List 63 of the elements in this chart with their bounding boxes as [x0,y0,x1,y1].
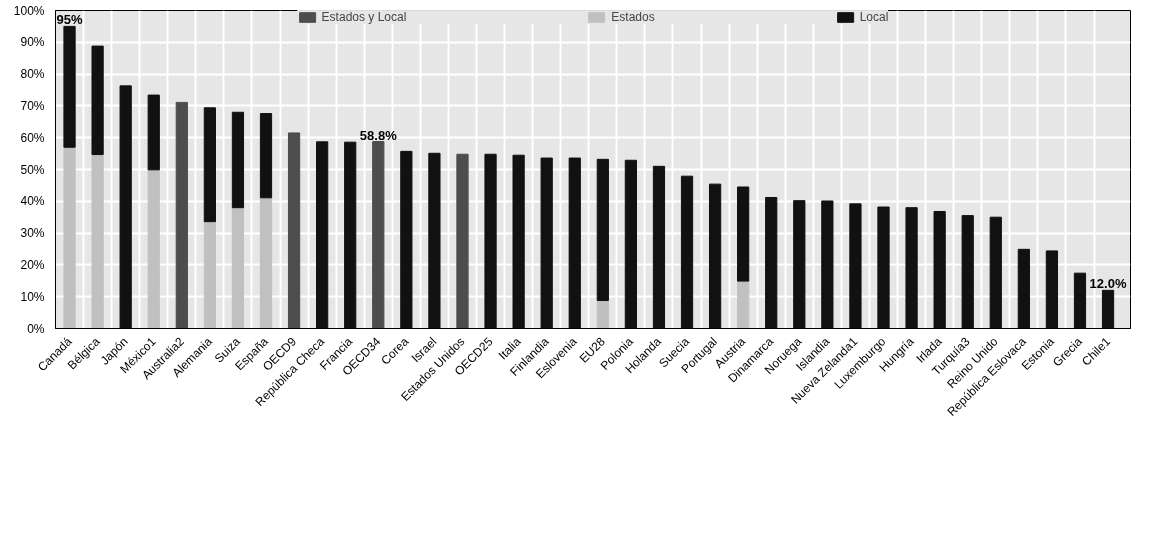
bar [1017,248,1030,329]
bar [765,196,778,329]
y-tick-label: 10% [20,289,45,304]
bar [428,152,441,329]
bar [147,169,160,329]
bar [624,159,638,329]
y-tick-label: 50% [20,162,45,177]
bar [821,200,834,329]
y-tick-label: 70% [20,98,45,113]
bar [63,146,76,329]
y-tick-label: 30% [20,226,45,241]
bar [203,221,216,329]
bar [259,197,273,329]
annotation: 58.8% [359,127,398,143]
bar [989,216,1002,329]
bar [203,107,216,223]
legend-label: Estados y Local [321,10,407,24]
bar [737,280,750,329]
bar [933,210,946,329]
bar [231,207,245,329]
bar [961,215,974,329]
bar [259,113,273,199]
y-tick-label: 40% [20,194,45,209]
bar [596,158,609,302]
bar [568,157,581,329]
bar [793,200,806,329]
bar [1101,289,1115,329]
bar [1073,272,1087,329]
y-tick-label: 90% [20,35,45,50]
bar [849,203,862,329]
bar [91,45,104,156]
bar [456,153,469,329]
y-tick-label: 0% [27,321,45,336]
y-tick-label: 80% [20,67,45,82]
bar [512,154,525,329]
bar [287,132,301,329]
bar [344,141,357,329]
bar [119,85,132,329]
y-tick-label: 60% [20,130,45,145]
bar [680,175,694,329]
bar [596,300,609,329]
bar [484,153,497,329]
y-tick-label: 20% [20,257,45,272]
bar [905,207,918,329]
bar [91,154,104,329]
annotation: 12.0% [1089,276,1127,292]
legend-label: Local [859,10,889,24]
bar [372,141,385,329]
bar [1045,250,1059,329]
y-tick-label: 100% [13,3,45,18]
bar [540,157,553,329]
bar [737,186,750,282]
bar [316,141,329,329]
bar [708,183,722,329]
bar [400,150,413,329]
bar [63,25,76,148]
bar [147,94,160,171]
bar [877,206,890,329]
bar [231,111,245,209]
legend-label: Estados [611,10,655,24]
bar [652,165,666,329]
bar [175,101,188,329]
annotation: 95% [56,12,83,28]
